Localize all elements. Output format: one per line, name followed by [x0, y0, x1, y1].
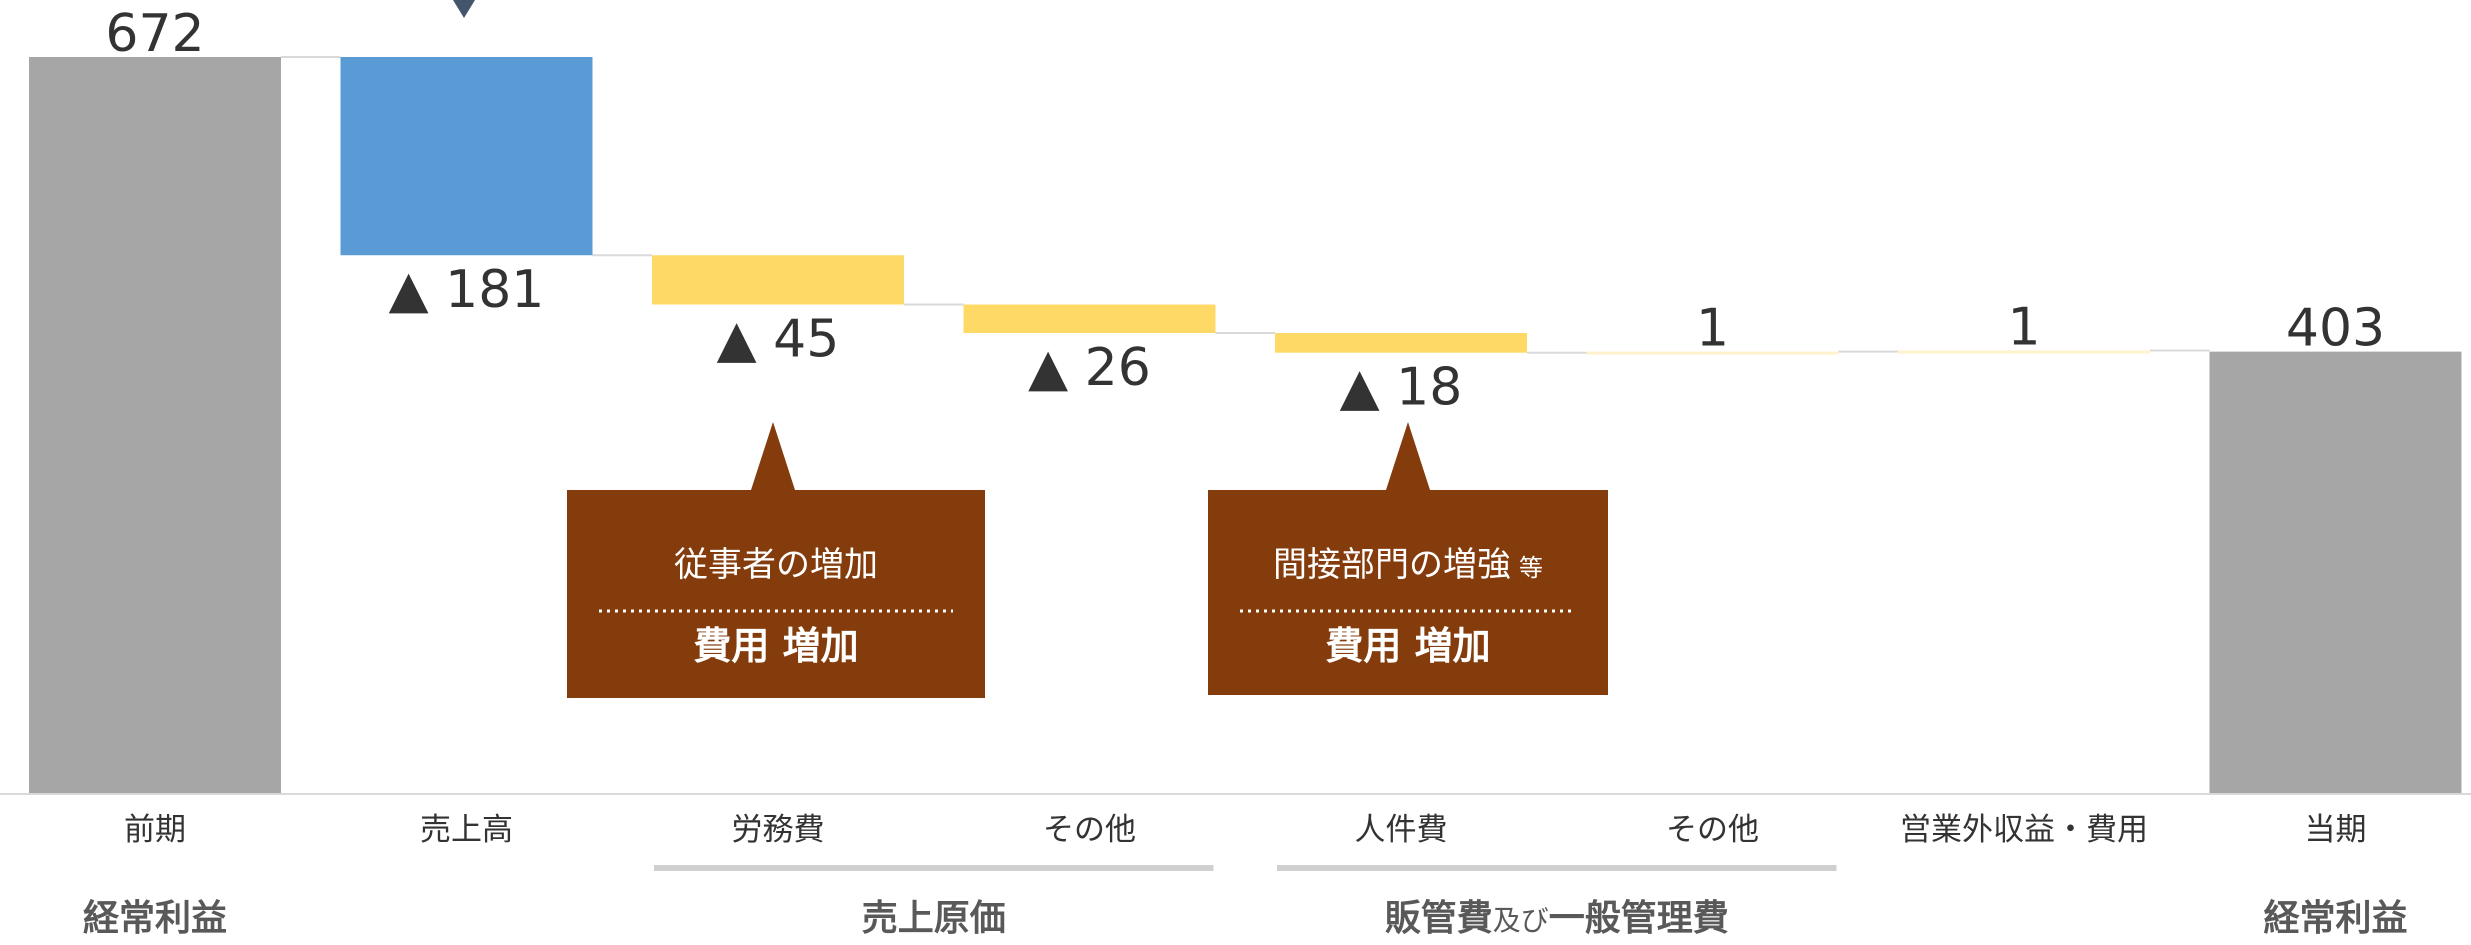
value-label-7: 403: [2286, 299, 2385, 359]
bar-1: [340, 57, 593, 256]
value-label-4: ▲ 18: [1340, 358, 1463, 418]
group-label-main: 売上原価: [862, 898, 1006, 939]
callout-line1: 従事者の増加: [674, 545, 878, 585]
bar-7: [2209, 351, 2462, 793]
bar-4: [1275, 333, 1527, 353]
group-label-3: 経常利益: [2263, 898, 2407, 939]
tick-label-0: 前期: [124, 812, 186, 848]
value-label-3: ▲ 26: [1028, 338, 1151, 398]
group-label-2: 販管費及び一般管理費: [1385, 898, 1729, 939]
value-label-0: 672: [105, 4, 204, 64]
callout-pointer: [1386, 422, 1430, 490]
bar-5: [1586, 351, 1839, 355]
group-label-suffix: 及び: [1493, 904, 1549, 937]
bars: [29, 57, 2462, 793]
tick-label-7: 当期: [2305, 812, 2367, 848]
bar-2: [652, 255, 904, 305]
callout-1: 間接部門の増強 等費用 増加: [1208, 422, 1608, 695]
value-label-6: 1: [2007, 298, 2040, 358]
arrow-marker-icon: [453, 0, 475, 18]
group-label-1: 売上原価: [862, 898, 1006, 939]
value-label-2: ▲ 45: [717, 310, 840, 370]
tick-label-1: 売上高: [420, 812, 513, 848]
tick-label-4: 人件費: [1355, 812, 1448, 848]
callout-pointer: [751, 422, 795, 490]
x-tick-labels: 前期 売上高 労務費 その他 人件費 その他 営業外収益・費用 当期: [124, 812, 2367, 848]
tick-label-3: その他: [1043, 812, 1136, 848]
callout-box: [1208, 490, 1608, 695]
callout-box: [567, 490, 985, 698]
callout-line2: 費用 増加: [693, 624, 858, 668]
bar-0: [29, 57, 281, 793]
callout-line1: 間接部門の増強等: [1273, 545, 1543, 585]
group-label-main2: 一般管理費: [1549, 898, 1729, 939]
callout-line2: 費用 増加: [1325, 624, 1490, 668]
group-label-main: 販管費: [1385, 898, 1493, 939]
tick-label-6: 営業外収益・費用: [1900, 812, 2148, 848]
group-label-main: 経常利益: [83, 898, 227, 939]
category-groups: 経常利益 売上原価 販管費及び一般管理費 経常利益: [83, 865, 2408, 939]
tick-label-5: その他: [1666, 812, 1759, 848]
bar-6: [1898, 350, 2150, 354]
tick-label-2: 労務費: [732, 812, 825, 848]
group-label-0: 経常利益: [83, 898, 227, 939]
connector-lines: [281, 56, 2210, 354]
value-labels: 672▲ 181▲ 45 ▲ 26 ▲ 181 1 403: [105, 4, 2385, 418]
value-label-1: ▲ 181: [389, 260, 545, 320]
value-label-5: 1: [1696, 299, 1729, 359]
bar-3: [963, 304, 1216, 333]
group-label-main: 経常利益: [2263, 898, 2407, 939]
